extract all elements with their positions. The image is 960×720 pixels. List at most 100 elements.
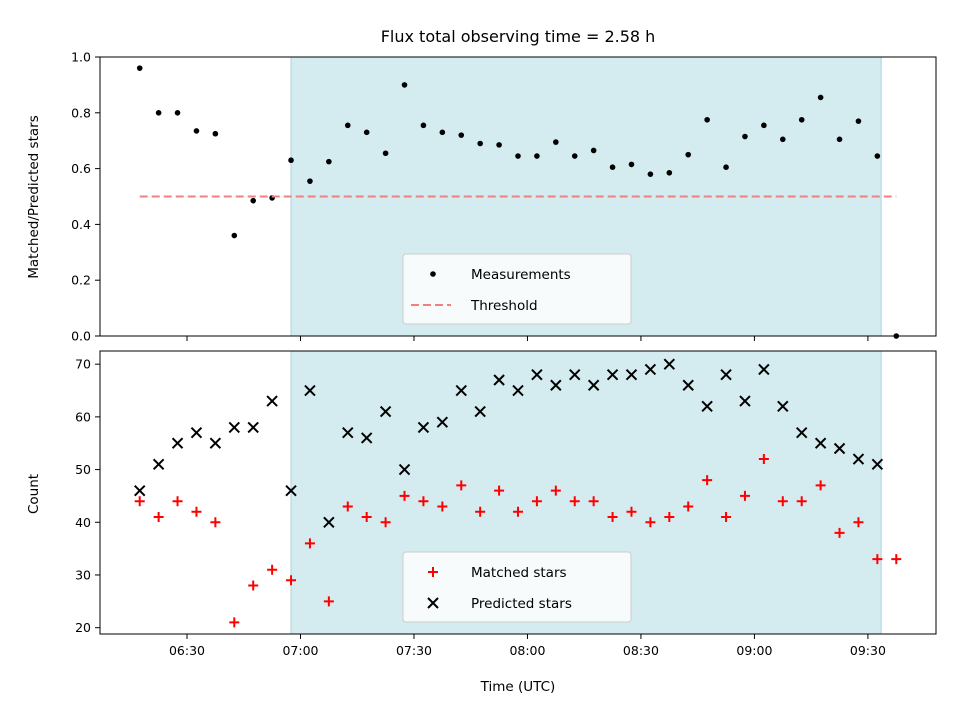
data-point xyxy=(606,369,619,381)
data-point xyxy=(363,129,370,136)
axes-frame xyxy=(99,350,937,635)
data-point xyxy=(515,153,521,159)
data-point xyxy=(779,136,786,143)
x-tick-label: 07:00 xyxy=(282,643,318,658)
y-tick-label: 20 xyxy=(75,620,91,635)
data-point xyxy=(247,421,259,434)
data-point xyxy=(855,118,862,124)
data-point xyxy=(609,164,616,171)
data-point xyxy=(814,437,827,449)
data-point xyxy=(152,458,165,471)
legend-label: Threshold xyxy=(470,298,538,314)
data-point xyxy=(417,421,430,434)
data-point xyxy=(625,369,638,381)
data-point xyxy=(155,110,162,116)
legend-marker xyxy=(427,597,439,609)
data-point xyxy=(588,496,599,507)
top-y-axis-label: Matched/Predicted stars xyxy=(26,115,42,278)
data-point xyxy=(437,501,448,512)
data-point xyxy=(647,171,654,177)
data-point xyxy=(420,122,427,129)
data-point xyxy=(587,379,600,391)
data-point xyxy=(571,153,578,159)
data-point xyxy=(891,554,902,565)
data-point xyxy=(399,490,410,501)
legend-marker xyxy=(430,271,436,277)
data-point xyxy=(723,164,729,171)
x-tick-label: 06:30 xyxy=(169,643,205,658)
data-point xyxy=(458,132,465,138)
data-point xyxy=(644,363,657,376)
y-tick-label: 50 xyxy=(75,462,91,477)
data-point xyxy=(172,496,183,507)
data-point xyxy=(174,110,181,116)
legend-label: Matched stars xyxy=(471,565,567,581)
data-point xyxy=(380,517,391,528)
data-point xyxy=(326,158,332,165)
data-point xyxy=(285,484,297,497)
data-point xyxy=(666,169,673,176)
y-tick-label: 30 xyxy=(75,567,91,582)
data-point xyxy=(307,178,313,184)
data-point xyxy=(474,405,486,418)
data-point xyxy=(777,400,789,413)
data-point xyxy=(872,554,883,565)
data-point xyxy=(871,458,884,471)
data-point xyxy=(360,432,373,444)
data-point xyxy=(248,580,259,591)
data-point xyxy=(798,116,805,123)
data-point xyxy=(494,485,505,496)
x-tick-label: 07:30 xyxy=(396,643,432,658)
data-point xyxy=(436,416,449,428)
data-point xyxy=(286,575,297,586)
data-point xyxy=(721,512,732,523)
data-point xyxy=(342,501,353,512)
data-point xyxy=(836,136,843,143)
data-point xyxy=(344,122,351,129)
data-point xyxy=(742,133,748,140)
data-point xyxy=(382,150,389,157)
panel-2: 20 30 40 50 60 70 06:30 07:00 07:30 08:00 08:30 09:… xyxy=(75,350,937,658)
y-tick-label: 1.0 xyxy=(71,50,91,65)
data-point xyxy=(569,369,581,381)
series-measurements xyxy=(136,65,900,339)
data-point xyxy=(136,65,143,71)
data-point xyxy=(626,506,637,517)
data-point xyxy=(664,512,675,523)
legend-box xyxy=(402,253,632,325)
y-tick-label: 40 xyxy=(75,515,91,530)
data-point xyxy=(477,140,483,147)
data-point xyxy=(852,453,865,465)
data-point xyxy=(171,437,184,449)
data-point xyxy=(834,527,845,538)
data-point xyxy=(418,496,429,507)
data-point xyxy=(701,400,713,413)
data-point xyxy=(193,128,200,134)
data-point xyxy=(607,512,618,523)
y-tick-label: 0.4 xyxy=(71,217,91,232)
data-point xyxy=(682,379,694,391)
data-point xyxy=(304,384,316,397)
data-point xyxy=(796,426,808,439)
data-point xyxy=(361,512,372,523)
data-point xyxy=(874,153,881,159)
data-point xyxy=(475,506,486,517)
data-point xyxy=(777,496,788,507)
bottom-y-axis-label: Count xyxy=(26,474,42,514)
data-point xyxy=(590,147,597,154)
data-point xyxy=(628,161,635,168)
chart-title: Flux total observing time = 2.58 h xyxy=(381,27,656,46)
data-point xyxy=(720,369,732,381)
data-point xyxy=(683,501,694,512)
data-point xyxy=(228,421,240,434)
y-tick-label: 0.8 xyxy=(71,105,91,120)
data-point xyxy=(210,517,221,528)
data-point xyxy=(190,426,203,439)
y-tick-label: 0.6 xyxy=(71,161,91,176)
series-predicted-stars xyxy=(134,358,884,528)
data-point xyxy=(229,617,240,628)
legend-panel-2: Matched stars Predicted stars xyxy=(402,551,632,623)
x-tick-label: 09:00 xyxy=(736,643,772,658)
data-point xyxy=(550,485,561,496)
data-point xyxy=(304,538,315,549)
